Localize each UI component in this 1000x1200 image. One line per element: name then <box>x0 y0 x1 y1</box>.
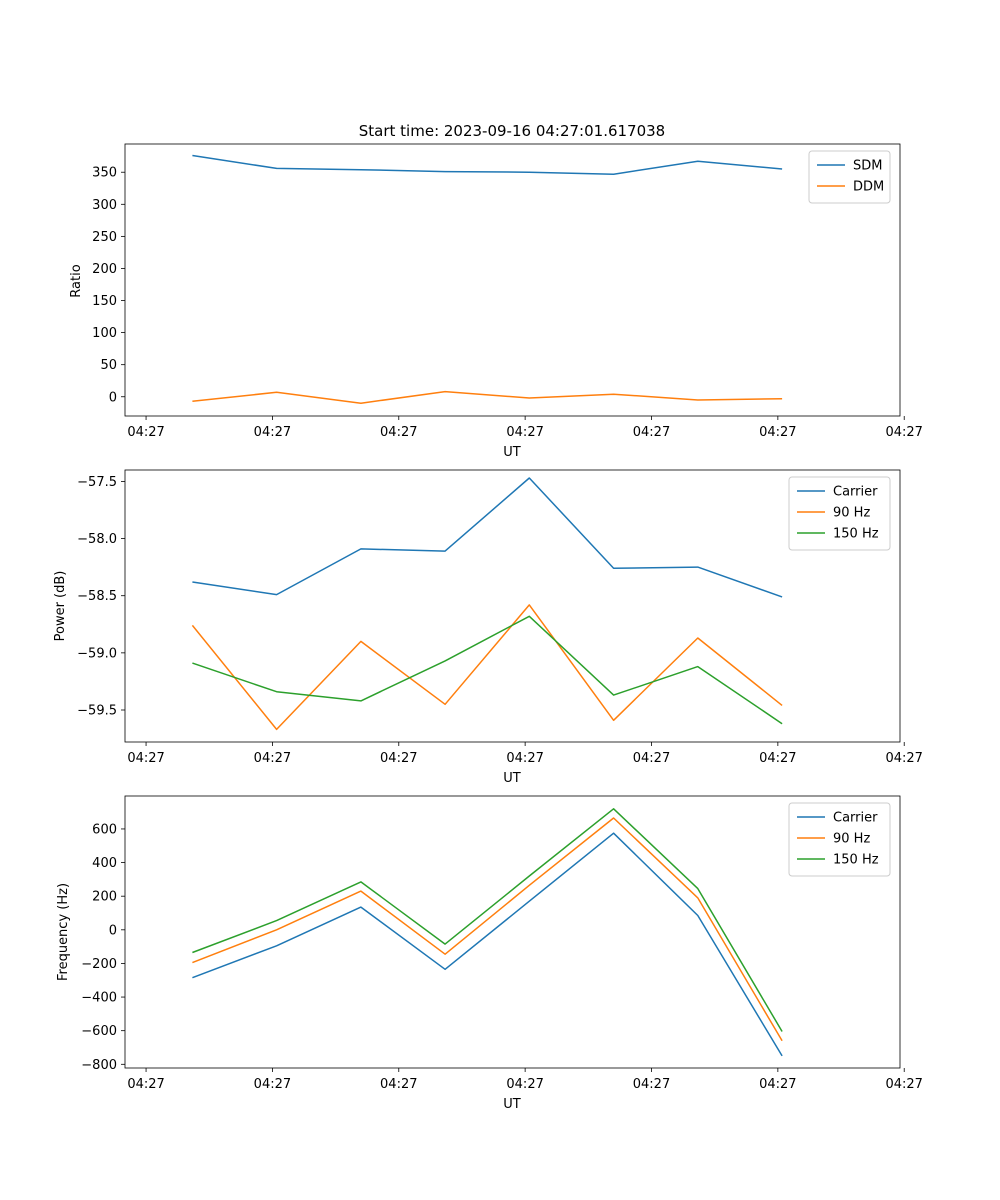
y-tick-label: −600 <box>81 1024 117 1039</box>
legend-label: DDM <box>853 180 884 195</box>
y-tick-label: −200 <box>81 957 117 972</box>
legend: SDM DDM <box>808 150 891 204</box>
power-chart: UT Power (dB) 04:27 04:27 04:27 04:27 04:27 0… <box>53 469 923 786</box>
legend-box <box>788 476 891 551</box>
y-tick-label: 400 <box>92 856 117 871</box>
x-tick-label: 04:27 <box>127 425 164 440</box>
legend-label: Carrier <box>833 485 878 500</box>
y-tick-label: −57.5 <box>77 475 117 490</box>
series-line-sdm <box>192 154 783 175</box>
series-line-90-hz <box>191 604 783 731</box>
x-tick-label: 04:27 <box>254 751 291 766</box>
y-tick-label: 100 <box>92 326 117 341</box>
legend-box <box>808 150 891 204</box>
y-tick-label: 50 <box>100 358 117 373</box>
y-axis-label: Power (dB) <box>53 571 68 642</box>
x-tick-label: 04:27 <box>254 1077 291 1092</box>
x-tick-label: 04:27 <box>380 751 417 766</box>
x-tick-label: 04:27 <box>380 1077 417 1092</box>
legend-box <box>788 802 891 877</box>
x-axis-label: UT <box>503 1097 521 1112</box>
plot-frame <box>124 143 901 417</box>
series-line-carrier <box>192 832 783 1057</box>
x-tick-label: 04:27 <box>506 1077 543 1092</box>
y-tick-label: −59.0 <box>77 646 117 661</box>
x-tick-label: 04:27 <box>380 425 417 440</box>
legend: Carrier 90 Hz 150 Hz <box>788 802 891 877</box>
y-tick-label: 350 <box>92 166 117 181</box>
x-axis-label: UT <box>503 445 521 460</box>
x-tick-label: 04:27 <box>759 751 796 766</box>
series-line-90-hz <box>192 817 783 1042</box>
y-tick-label: −59.5 <box>77 704 117 719</box>
x-tick-label: 04:27 <box>759 1077 796 1092</box>
chart-title: Start time: 2023-09-16 04:27:01.617038 <box>359 122 665 140</box>
x-tick-label: 04:27 <box>633 1077 670 1092</box>
x-tick-label: 04:27 <box>885 1077 922 1092</box>
legend-label: 150 Hz <box>833 527 879 542</box>
x-tick-label: 04:27 <box>885 425 922 440</box>
y-tick-label: −800 <box>81 1058 117 1073</box>
x-tick-label: 04:27 <box>633 751 670 766</box>
y-tick-label: 300 <box>92 198 117 213</box>
x-tick-label: 04:27 <box>506 425 543 440</box>
frequency-chart: UT Frequency (Hz) 04:27 04:27 04:27 04:27 04… <box>56 795 923 1112</box>
y-tick-label: 250 <box>92 230 117 245</box>
y-tick-label: −58.0 <box>77 532 117 547</box>
plot-frame <box>124 469 901 743</box>
x-tick-label: 04:27 <box>633 425 670 440</box>
ratio-chart: Start time: 2023-09-16 04:27:01.617038 U… <box>69 122 923 460</box>
y-tick-label: 0 <box>109 390 117 405</box>
series-line-150-hz <box>192 615 783 725</box>
x-tick-label: 04:27 <box>254 425 291 440</box>
x-tick-label: 04:27 <box>885 751 922 766</box>
series-line-150-hz <box>192 808 783 1032</box>
y-tick-label: 600 <box>92 822 117 837</box>
y-axis-label: Frequency (Hz) <box>56 883 71 981</box>
legend: Carrier 90 Hz 150 Hz <box>788 476 891 551</box>
y-tick-label: 200 <box>92 262 117 277</box>
legend-label: 90 Hz <box>833 832 870 847</box>
plot-frame <box>124 795 901 1069</box>
legend-label: Carrier <box>833 811 878 826</box>
legend-label: SDM <box>853 159 882 174</box>
series-line-carrier <box>192 477 783 598</box>
x-tick-label: 04:27 <box>127 751 164 766</box>
y-tick-label: 150 <box>92 294 117 309</box>
y-tick-label: −58.5 <box>77 589 117 604</box>
x-tick-label: 04:27 <box>127 1077 164 1092</box>
x-tick-label: 04:27 <box>506 751 543 766</box>
series-line-ddm <box>192 390 783 404</box>
y-tick-label: −400 <box>81 991 117 1006</box>
y-tick-label: 200 <box>92 890 117 905</box>
y-axis-label: Ratio <box>69 264 84 297</box>
x-axis-label: UT <box>503 771 521 786</box>
x-tick-label: 04:27 <box>759 425 796 440</box>
legend-label: 90 Hz <box>833 506 870 521</box>
legend-label: 150 Hz <box>833 853 879 868</box>
y-tick-label: 0 <box>109 923 117 938</box>
